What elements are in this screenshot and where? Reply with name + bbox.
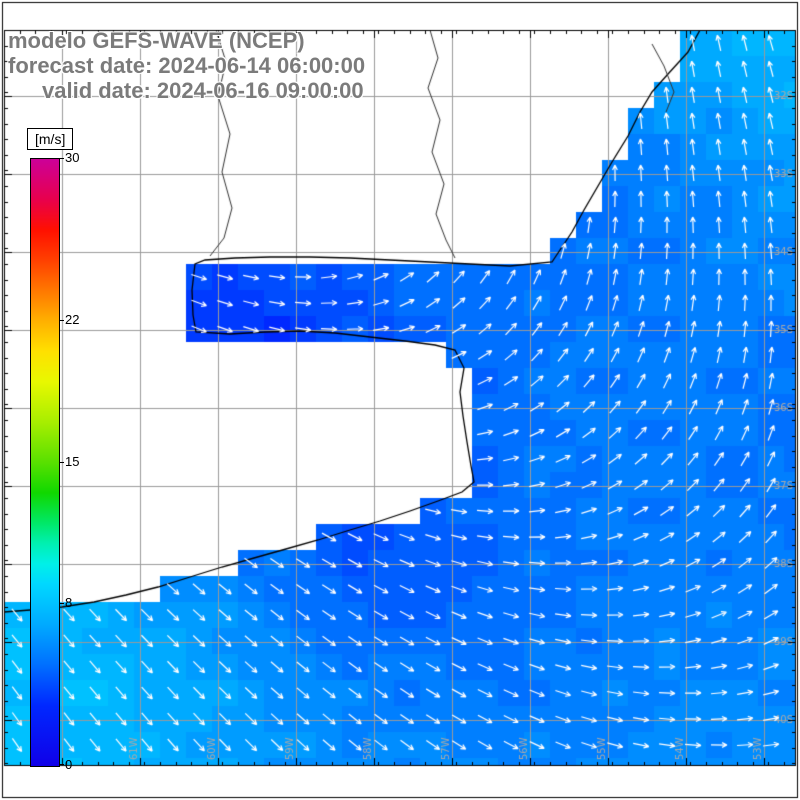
colorbar-tick [59, 603, 64, 604]
colorbar-gradient [30, 158, 60, 767]
map-title-block: modelo GEFS-WAVE (NCEP) forecast date: 2… [8, 28, 365, 103]
colorbar-tick-label: 8 [65, 595, 73, 610]
colorbar-tick [59, 764, 64, 765]
colorbar-tick-label: 15 [65, 454, 80, 469]
valid-date: valid date: 2024-06-16 09:00:00 [42, 78, 364, 103]
colorbar-tick-label: 22 [65, 312, 80, 327]
colorbar-tick [59, 320, 64, 321]
colorbar-tick-label: 0 [65, 757, 73, 772]
colorbar-tick [59, 462, 64, 463]
colorbar-tick [59, 158, 64, 159]
model-name: modelo GEFS-WAVE (NCEP) [8, 28, 305, 53]
forecast-date: forecast date: 2024-06-14 06:00:00 [8, 53, 366, 78]
colorbar-tick-label: 30 [65, 150, 80, 165]
colorbar-unit-label: [m/s] [27, 128, 74, 150]
